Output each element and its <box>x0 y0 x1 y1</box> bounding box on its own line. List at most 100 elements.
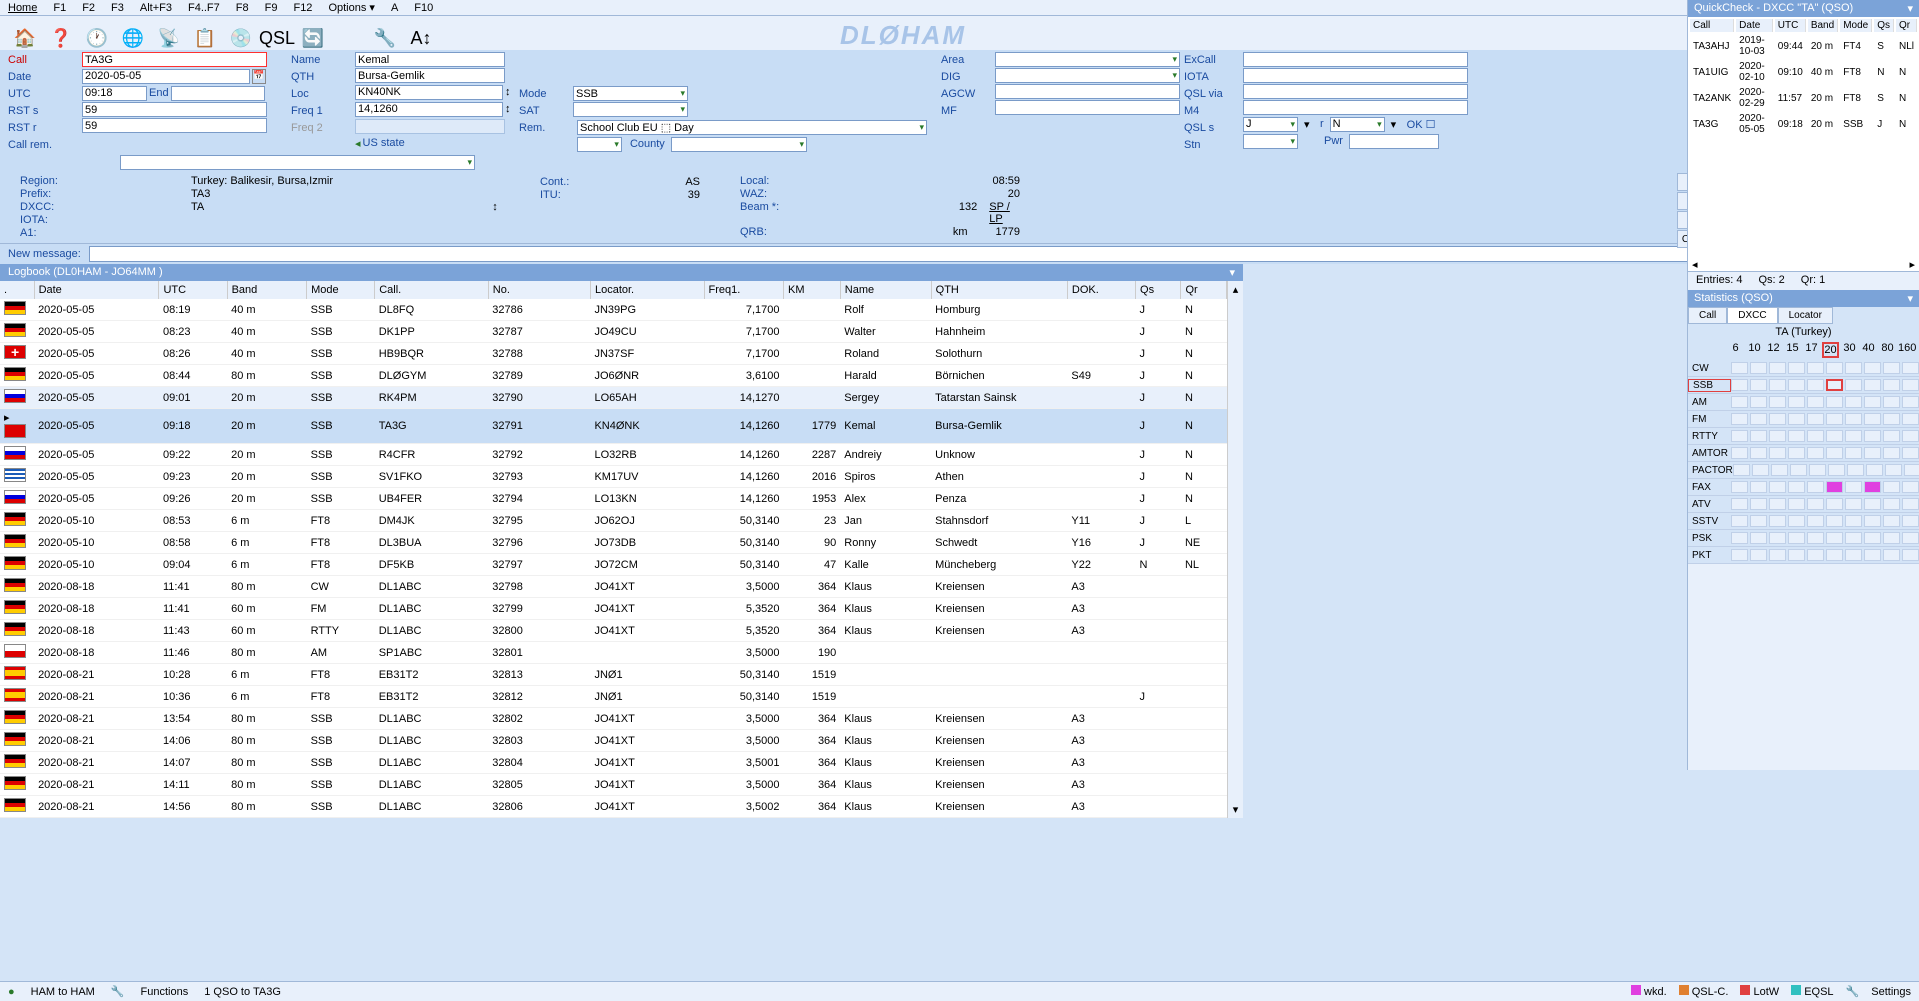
table-row[interactable]: 2020-08-2114:0680 mSSBDL1ABC32803JO41XT3… <box>0 730 1227 752</box>
qslvia-input[interactable] <box>1243 84 1468 99</box>
table-row[interactable]: 2020-08-2114:5680 mSSBDL1ABC32806JO41XT3… <box>0 796 1227 818</box>
stats-cell[interactable] <box>1826 362 1843 374</box>
stats-cell[interactable] <box>1845 515 1862 527</box>
stats-cell[interactable] <box>1731 515 1748 527</box>
stats-cell[interactable] <box>1826 481 1843 493</box>
stats-cell[interactable] <box>1750 413 1767 425</box>
stats-cell[interactable] <box>1902 549 1919 561</box>
freq1-input[interactable] <box>355 102 503 117</box>
log-col-band[interactable]: Band <box>227 281 306 299</box>
table-row[interactable]: ▸2020-05-0509:1820 mSSBTA3G32791KN4ØNK14… <box>0 409 1227 444</box>
logbook-menu-icon[interactable]: ▾ <box>1229 266 1235 279</box>
iota-input[interactable] <box>1243 68 1468 83</box>
table-row[interactable]: 2020-05-0509:2320 mSSBSV1FKO32793KM17UV1… <box>0 466 1227 488</box>
stats-cell[interactable] <box>1847 464 1864 476</box>
stats-cell[interactable] <box>1807 498 1824 510</box>
stats-cell[interactable] <box>1771 464 1788 476</box>
stats-cell[interactable] <box>1883 532 1900 544</box>
stats-cell[interactable] <box>1845 549 1862 561</box>
stats-cell[interactable] <box>1750 515 1767 527</box>
stats-cell[interactable] <box>1750 481 1767 493</box>
menu-a[interactable]: A <box>383 2 406 14</box>
stats-cell[interactable] <box>1769 498 1786 510</box>
stats-cell[interactable] <box>1902 515 1919 527</box>
stats-cell[interactable] <box>1902 447 1919 459</box>
stats-cell[interactable] <box>1750 379 1767 391</box>
toolbar-f12[interactable]: 🔄 <box>296 26 330 50</box>
stats-cell[interactable] <box>1752 464 1769 476</box>
table-row[interactable]: 2020-08-1811:4360 mRTTYDL1ABC32800JO41XT… <box>0 620 1227 642</box>
qc-close-icon[interactable]: ▾ <box>1907 2 1913 15</box>
menu-f2[interactable]: F2 <box>74 2 103 14</box>
menu-f4..f7[interactable]: F4..F7 <box>180 2 228 14</box>
stats-cell[interactable] <box>1750 498 1767 510</box>
stats-cell[interactable] <box>1733 464 1750 476</box>
stats-cell[interactable] <box>1807 396 1824 408</box>
stats-cell[interactable] <box>1845 379 1862 391</box>
qc-col[interactable]: Call <box>1690 19 1734 32</box>
stats-cell[interactable] <box>1883 362 1900 374</box>
toolbar-home[interactable]: 🏠 <box>8 26 42 50</box>
stats-cell[interactable] <box>1828 464 1845 476</box>
stats-cell[interactable] <box>1731 379 1748 391</box>
date-input[interactable] <box>82 69 250 84</box>
toolbar-f9[interactable]: QSL <box>260 26 294 50</box>
stats-cell[interactable] <box>1731 447 1748 459</box>
stats-cell[interactable] <box>1731 413 1748 425</box>
menu-home[interactable]: Home <box>0 2 45 14</box>
table-row[interactable]: 2020-05-0509:0120 mSSBRK4PM32790LO65AH14… <box>0 387 1227 409</box>
stats-cell[interactable] <box>1731 532 1748 544</box>
stats-cell[interactable] <box>1788 515 1805 527</box>
qc-col[interactable]: Date <box>1736 19 1773 32</box>
stats-cell[interactable] <box>1769 379 1786 391</box>
dxcc-arrow-icon[interactable]: ↕ <box>492 201 498 213</box>
stats-cell[interactable] <box>1731 362 1748 374</box>
qc-scroll-right-icon[interactable]: ▸ <box>1909 258 1915 271</box>
stats-cell[interactable] <box>1826 447 1843 459</box>
toolbar-f1[interactable]: ❓ <box>44 26 78 50</box>
freq1-arrow-icon[interactable]: ↕ <box>505 103 511 115</box>
r-arrow-icon[interactable]: ▾ <box>1391 118 1401 131</box>
log-col-utc[interactable]: UTC <box>159 281 227 299</box>
excall-input[interactable] <box>1243 52 1468 67</box>
table-row[interactable]: 2020-05-1008:536 mFT8DM4JK32795JO62OJ50,… <box>0 510 1227 532</box>
name-input[interactable] <box>355 52 505 67</box>
menu-f8[interactable]: F8 <box>228 2 257 14</box>
log-col-locator.[interactable]: Locator. <box>590 281 704 299</box>
toolbar-f4..f7[interactable]: 📋 <box>188 26 222 50</box>
stats-cell[interactable] <box>1788 481 1805 493</box>
stats-cell[interactable] <box>1769 430 1786 442</box>
stats-cell[interactable] <box>1750 532 1767 544</box>
stats-cell[interactable] <box>1864 447 1881 459</box>
rsts-input[interactable] <box>82 102 267 117</box>
stats-cell[interactable] <box>1731 481 1748 493</box>
qc-col[interactable]: Band <box>1808 19 1838 32</box>
log-col-qth[interactable]: QTH <box>931 281 1067 299</box>
log-col-.[interactable]: . <box>0 281 34 299</box>
stats-cell[interactable] <box>1807 549 1824 561</box>
stats-cell[interactable] <box>1866 464 1883 476</box>
stats-cell[interactable] <box>1883 379 1900 391</box>
stats-cell[interactable] <box>1731 430 1748 442</box>
log-col-mode[interactable]: Mode <box>307 281 375 299</box>
stats-cell[interactable] <box>1769 396 1786 408</box>
stats-cell[interactable] <box>1807 532 1824 544</box>
stats-cell[interactable] <box>1883 515 1900 527</box>
stats-cell[interactable] <box>1750 396 1767 408</box>
qc-row[interactable]: TA1UIG2020-02-1009:1040 mFT8NN <box>1690 60 1917 84</box>
msg-input[interactable] <box>89 246 1821 262</box>
table-row[interactable]: 2020-05-0509:2220 mSSBR4CFR32792LO32RB14… <box>0 444 1227 466</box>
stats-cell[interactable] <box>1807 413 1824 425</box>
end-input[interactable] <box>171 86 265 101</box>
stats-cell[interactable] <box>1769 362 1786 374</box>
tab-dxcc[interactable]: DXCC <box>1727 307 1777 324</box>
stats-cell[interactable] <box>1902 379 1919 391</box>
sat-select[interactable] <box>573 102 688 117</box>
utc-input[interactable] <box>82 86 147 101</box>
rem-select[interactable]: School Club EU ⬚ Day <box>577 120 927 135</box>
stats-cell[interactable] <box>1864 362 1881 374</box>
stats-cell[interactable] <box>1788 447 1805 459</box>
stats-cell[interactable] <box>1731 396 1748 408</box>
stats-cell[interactable] <box>1750 362 1767 374</box>
mf-input[interactable] <box>995 100 1180 115</box>
